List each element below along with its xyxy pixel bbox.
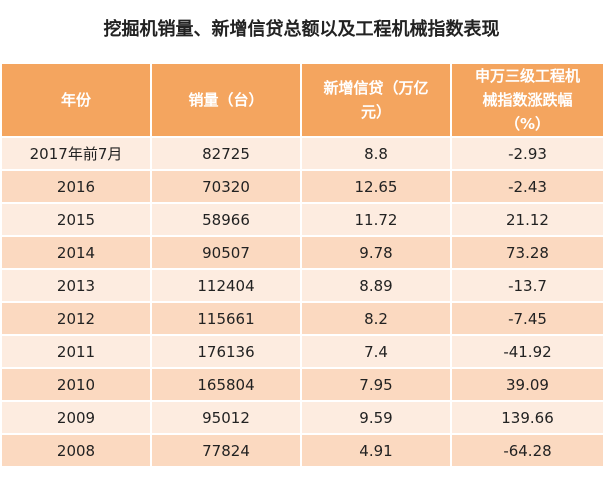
table-cell: -7.45 (450, 301, 603, 336)
table-cell: 12.65 (300, 169, 452, 204)
table-cell: 70320 (150, 169, 302, 204)
table-cell: 9.59 (300, 400, 452, 435)
table-cell: 73.28 (450, 235, 603, 270)
table-cell: 2011 (0, 334, 152, 369)
table-cell: 4.91 (300, 433, 452, 468)
table-cell: -41.92 (450, 334, 603, 369)
table-cell: 7.4 (300, 334, 452, 369)
table-cell: 2012 (0, 301, 152, 336)
table-row: 2008 77824 4.91 -64.28 (0, 433, 603, 468)
table-cell: 82725 (150, 136, 302, 171)
table-cell: 115661 (150, 301, 302, 336)
table-cell: 2009 (0, 400, 152, 435)
table-row: 2009 95012 9.59 139.66 (0, 400, 603, 435)
table-cell: 2014 (0, 235, 152, 270)
table-cell: 77824 (150, 433, 302, 468)
table-cell: 2015 (0, 202, 152, 237)
table-cell: 2017年前7月 (0, 136, 152, 171)
table-cell: -2.43 (450, 169, 603, 204)
table-cell: 112404 (150, 268, 302, 303)
data-table: 年份 销量（台） 新增信贷（万亿元） 申万三级工程机械指数涨跌幅（%） 2017年前7… (0, 62, 603, 468)
header-cell: 销量（台） (150, 62, 302, 138)
table-body: 2017年前7月 82725 8.8 -2.93 2016 70320 12.65 -2.43… (0, 136, 603, 468)
table-row: 2011 176136 7.4 -41.92 (0, 334, 603, 369)
table-cell: 58966 (150, 202, 302, 237)
table-row: 2017年前7月 82725 8.8 -2.93 (0, 136, 603, 171)
table-row: 2014 90507 9.78 73.28 (0, 235, 603, 270)
header-cell: 申万三级工程机械指数涨跌幅（%） (450, 62, 603, 138)
header-cell: 年份 (0, 62, 152, 138)
table-cell: 2013 (0, 268, 152, 303)
table-cell: 2008 (0, 433, 152, 468)
table-cell: 21.12 (450, 202, 603, 237)
title: 挖掘机销量、新增信贷总额以及工程机械指数表现 (103, 19, 500, 40)
table-cell: 95012 (150, 400, 302, 435)
table-row: 2016 70320 12.65 -2.43 (0, 169, 603, 204)
table-row: 2010 165804 7.95 39.09 (0, 367, 603, 402)
table-row: 2013 112404 8.89 -13.7 (0, 268, 603, 303)
table-cell: 11.72 (300, 202, 452, 237)
table-cell: 2010 (0, 367, 152, 402)
table-cell: 39.09 (450, 367, 603, 402)
header-cell: 新增信贷（万亿元） (300, 62, 452, 138)
table-cell: 90507 (150, 235, 302, 270)
table-cell: -64.28 (450, 433, 603, 468)
table-row: 2012 115661 8.2 -7.45 (0, 301, 603, 336)
table-cell: 9.78 (300, 235, 452, 270)
table-cell: -13.7 (450, 268, 603, 303)
table-cell: -2.93 (450, 136, 603, 171)
header-row: 年份 销量（台） 新增信贷（万亿元） 申万三级工程机械指数涨跌幅（%） (0, 62, 603, 138)
table-cell: 7.95 (300, 367, 452, 402)
table-cell: 176136 (150, 334, 302, 369)
table-cell: 8.8 (300, 136, 452, 171)
table-cell: 139.66 (450, 400, 603, 435)
table-cell: 165804 (150, 367, 302, 402)
table-cell: 2016 (0, 169, 152, 204)
table-cell: 8.89 (300, 268, 452, 303)
table-row: 2015 58966 11.72 21.12 (0, 202, 603, 237)
table-cell: 8.2 (300, 301, 452, 336)
